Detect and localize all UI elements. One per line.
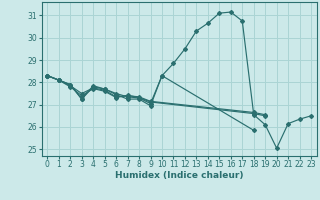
X-axis label: Humidex (Indice chaleur): Humidex (Indice chaleur) — [115, 171, 244, 180]
